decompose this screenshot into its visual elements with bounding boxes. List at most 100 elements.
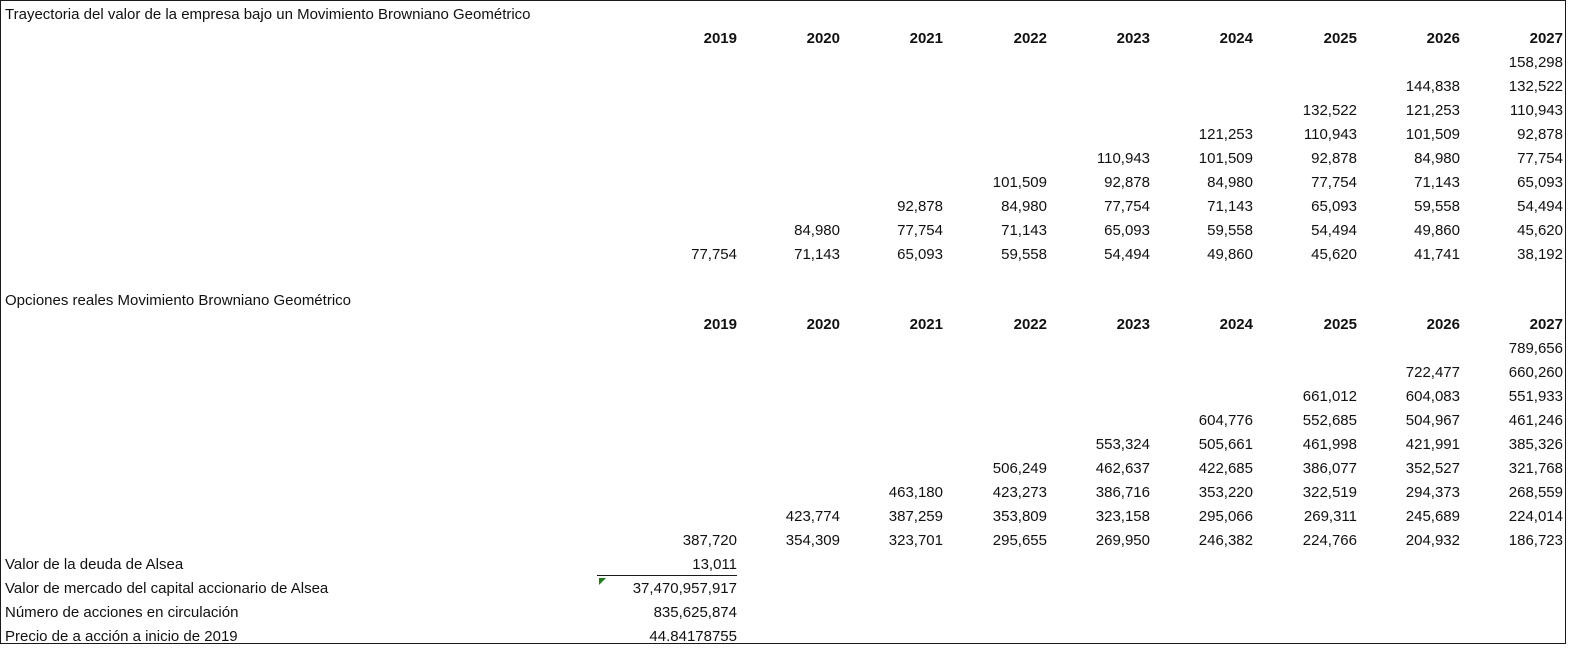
value-cell-2021[interactable]: 463,180: [888, 484, 943, 501]
value-cell-2025[interactable]: 461,998: [1302, 436, 1357, 453]
value-cell-2024[interactable]: 101,509: [1198, 150, 1253, 167]
shares-outstanding-value[interactable]: 835,625,874: [653, 604, 737, 621]
value-cell-2022[interactable]: 423,273: [992, 484, 1047, 501]
value-cell-2019[interactable]: 387,720: [682, 532, 737, 549]
value-cell-2026[interactable]: 71,143: [1414, 174, 1460, 191]
value-cell-2023[interactable]: 110,943: [1096, 150, 1150, 167]
value-cell-2026[interactable]: 101,509: [1405, 126, 1460, 143]
value-cell-2025[interactable]: 132,522: [1302, 102, 1357, 119]
debt-value-value[interactable]: 13,011: [597, 553, 737, 576]
value-cell-2025[interactable]: 552,685: [1302, 412, 1357, 429]
value-cell-2025[interactable]: 269,311: [1303, 508, 1357, 525]
value-cell-2023[interactable]: 269,950: [1095, 532, 1150, 549]
value-cell-2026[interactable]: 49,860: [1414, 222, 1460, 239]
year-header-2019[interactable]: 2019: [703, 30, 737, 47]
value-cell-2027[interactable]: 77,754: [1517, 150, 1563, 167]
value-cell-2027[interactable]: 461,246: [1508, 412, 1563, 429]
value-cell-2021[interactable]: 387,259: [888, 508, 943, 525]
year-header-2023[interactable]: 2023: [1116, 30, 1150, 47]
year-header-2022[interactable]: 2022: [1013, 316, 1047, 333]
value-cell-2023[interactable]: 65,093: [1104, 222, 1150, 239]
year-header-2020[interactable]: 2020: [806, 316, 840, 333]
value-cell-2021[interactable]: 92,878: [897, 198, 943, 215]
value-cell-2027[interactable]: 186,723: [1508, 532, 1563, 549]
value-cell-2023[interactable]: 553,324: [1095, 436, 1150, 453]
share-price-2019-value[interactable]: 44.84178755: [649, 628, 737, 644]
value-cell-2027[interactable]: 385,326: [1508, 436, 1563, 453]
share-price-2019-label[interactable]: Precio de a acción a inicio de 2019: [5, 628, 238, 644]
value-cell-2023[interactable]: 54,494: [1104, 246, 1150, 263]
value-cell-2026[interactable]: 722,477: [1405, 364, 1460, 381]
value-cell-2022[interactable]: 295,655: [992, 532, 1047, 549]
value-cell-2026[interactable]: 604,083: [1405, 388, 1460, 405]
value-cell-2025[interactable]: 110,943: [1303, 126, 1357, 143]
value-cell-2024[interactable]: 246,382: [1198, 532, 1253, 549]
debt-value-label[interactable]: Valor de la deuda de Alsea: [5, 556, 184, 573]
value-cell-2027[interactable]: 38,192: [1517, 246, 1563, 263]
value-cell-2027[interactable]: 268,559: [1508, 484, 1563, 501]
value-cell-2023[interactable]: 77,754: [1104, 198, 1150, 215]
value-cell-2022[interactable]: 71,143: [1001, 222, 1047, 239]
value-cell-2025[interactable]: 386,077: [1302, 460, 1357, 477]
value-cell-2021[interactable]: 323,701: [888, 532, 943, 549]
value-cell-2026[interactable]: 294,373: [1405, 484, 1460, 501]
value-cell-2026[interactable]: 204,932: [1405, 532, 1460, 549]
value-cell-2027[interactable]: 789,656: [1508, 340, 1563, 357]
value-cell-2027[interactable]: 321,768: [1508, 460, 1563, 477]
value-cell-2022[interactable]: 506,249: [992, 460, 1047, 477]
value-cell-2027[interactable]: 45,620: [1517, 222, 1563, 239]
section2-title[interactable]: Opciones reales Movimiento Browniano Geo…: [5, 292, 351, 309]
value-cell-2027[interactable]: 132,522: [1508, 78, 1563, 95]
value-cell-2022[interactable]: 84,980: [1001, 198, 1047, 215]
year-header-2019[interactable]: 2019: [703, 316, 737, 333]
value-cell-2026[interactable]: 504,967: [1405, 412, 1460, 429]
value-cell-2020[interactable]: 423,774: [785, 508, 840, 525]
value-cell-2023[interactable]: 462,637: [1095, 460, 1150, 477]
value-cell-2023[interactable]: 323,158: [1095, 508, 1150, 525]
value-cell-2024[interactable]: 295,066: [1198, 508, 1253, 525]
value-cell-2021[interactable]: 65,093: [897, 246, 943, 263]
value-cell-2026[interactable]: 144,838: [1405, 78, 1460, 95]
value-cell-2022[interactable]: 59,558: [1001, 246, 1047, 263]
value-cell-2025[interactable]: 65,093: [1311, 198, 1357, 215]
value-cell-2022[interactable]: 353,809: [992, 508, 1047, 525]
value-cell-2024[interactable]: 121,253: [1198, 126, 1253, 143]
value-cell-2025[interactable]: 92,878: [1311, 150, 1357, 167]
section1-title[interactable]: Trayectoria del valor de la empresa bajo…: [5, 6, 531, 23]
value-cell-2025[interactable]: 322,519: [1302, 484, 1357, 501]
value-cell-2024[interactable]: 604,776: [1198, 412, 1253, 429]
value-cell-2020[interactable]: 84,980: [794, 222, 840, 239]
error-indicator-icon[interactable]: [599, 578, 606, 585]
year-header-2027[interactable]: 2027: [1529, 316, 1563, 333]
value-cell-2023[interactable]: 92,878: [1104, 174, 1150, 191]
value-cell-2022[interactable]: 101,509: [992, 174, 1047, 191]
value-cell-2026[interactable]: 352,527: [1405, 460, 1460, 477]
value-cell-2024[interactable]: 49,860: [1207, 246, 1253, 263]
year-header-2024[interactable]: 2024: [1219, 30, 1253, 47]
value-cell-2026[interactable]: 59,558: [1414, 198, 1460, 215]
value-cell-2024[interactable]: 84,980: [1207, 174, 1253, 191]
value-cell-2027[interactable]: 110,943: [1509, 102, 1563, 119]
value-cell-2021[interactable]: 77,754: [897, 222, 943, 239]
value-cell-2027[interactable]: 92,878: [1517, 126, 1563, 143]
year-header-2025[interactable]: 2025: [1323, 316, 1357, 333]
year-header-2020[interactable]: 2020: [806, 30, 840, 47]
year-header-2027[interactable]: 2027: [1529, 30, 1563, 47]
value-cell-2024[interactable]: 422,685: [1198, 460, 1253, 477]
value-cell-2024[interactable]: 59,558: [1207, 222, 1253, 239]
value-cell-2025[interactable]: 54,494: [1311, 222, 1357, 239]
value-cell-2027[interactable]: 224,014: [1508, 508, 1563, 525]
value-cell-2020[interactable]: 71,143: [794, 246, 840, 263]
value-cell-2027[interactable]: 158,298: [1508, 54, 1563, 71]
value-cell-2020[interactable]: 354,309: [785, 532, 840, 549]
value-cell-2019[interactable]: 77,754: [691, 246, 737, 263]
equity-market-value-value[interactable]: 37,470,957,917: [632, 580, 737, 597]
value-cell-2027[interactable]: 660,260: [1508, 364, 1563, 381]
shares-outstanding-label[interactable]: Número de acciones en circulación: [5, 604, 239, 621]
value-cell-2026[interactable]: 41,741: [1414, 246, 1460, 263]
value-cell-2025[interactable]: 224,766: [1302, 532, 1357, 549]
year-header-2024[interactable]: 2024: [1219, 316, 1253, 333]
year-header-2025[interactable]: 2025: [1323, 30, 1357, 47]
value-cell-2025[interactable]: 661,012: [1302, 388, 1357, 405]
value-cell-2025[interactable]: 45,620: [1311, 246, 1357, 263]
